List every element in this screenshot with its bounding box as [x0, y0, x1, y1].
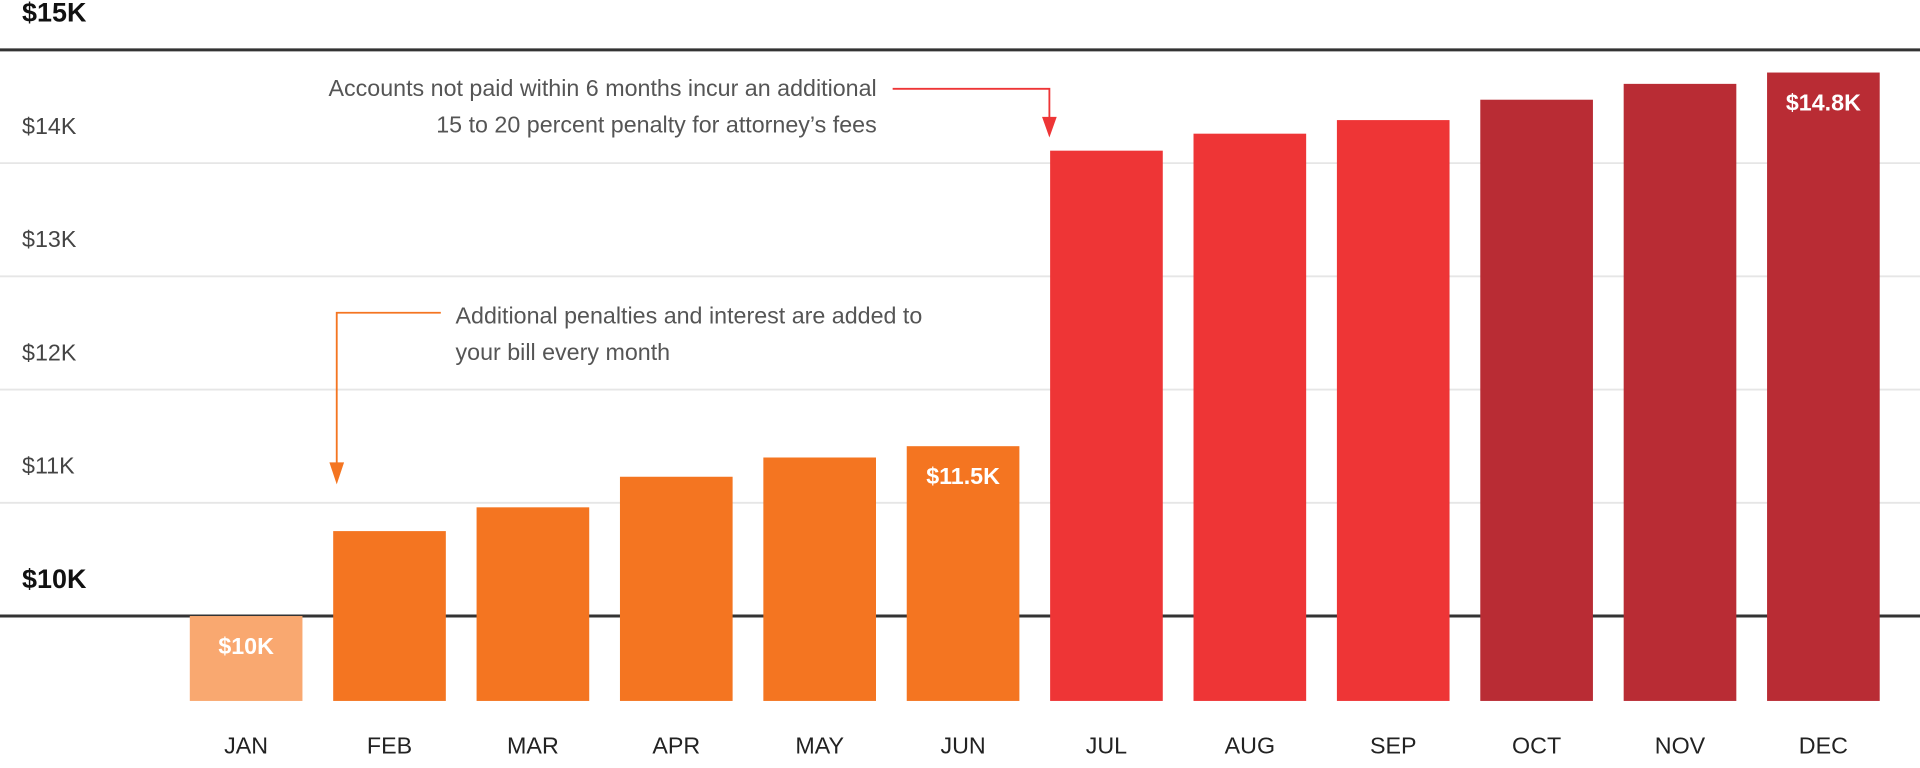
x-tick-label: SEP — [1370, 732, 1417, 758]
value-label: $11.5K — [926, 463, 1000, 489]
annotation: Additional penalties and interest are ad… — [456, 303, 923, 329]
value-label: $14.8K — [1786, 89, 1861, 115]
bar — [1193, 133, 1307, 701]
y-tick-label: $12K — [22, 339, 77, 365]
x-tick-label: APR — [652, 732, 700, 758]
y-tick-label: $14K — [22, 113, 77, 139]
annotation-arrows — [329, 87, 1057, 485]
bar — [1480, 99, 1593, 701]
annotation: 15 to 20 percent penalty for attorney’s … — [436, 112, 876, 138]
x-tick-label: DEC — [1799, 732, 1848, 758]
x-tick-label: JUN — [940, 732, 985, 758]
x-tick-label: JUL — [1086, 732, 1127, 758]
bar — [1336, 120, 1450, 701]
bar — [333, 531, 446, 701]
x-tick-label: MAY — [795, 732, 844, 758]
x-tick-label: JAN — [224, 732, 268, 758]
y-tick-label: $10K — [22, 564, 87, 594]
value-label: $10K — [218, 633, 274, 659]
bar — [1050, 150, 1163, 701]
bar — [1623, 83, 1737, 701]
annotation: Accounts not paid within 6 months incur … — [329, 75, 877, 101]
bar — [763, 457, 876, 701]
bar — [619, 476, 733, 701]
x-tick-label: OCT — [1512, 732, 1561, 758]
bar — [906, 446, 1020, 701]
y-tick-label: $13K — [22, 226, 77, 252]
x-tick-label: FEB — [367, 732, 412, 758]
annotation: your bill every month — [456, 339, 671, 365]
arrowhead — [329, 462, 345, 485]
y-tick-label: $15K — [22, 0, 87, 28]
x-tick-label: MAR — [507, 732, 559, 758]
bar — [189, 616, 303, 701]
arrow — [335, 311, 441, 468]
x-tick-label: AUG — [1225, 732, 1275, 758]
arrow — [892, 87, 1051, 122]
y-tick-label: $11K — [22, 453, 75, 479]
arrowhead — [1042, 116, 1057, 138]
bar — [476, 507, 590, 701]
bar — [1767, 72, 1880, 701]
x-tick-label: NOV — [1655, 732, 1706, 758]
